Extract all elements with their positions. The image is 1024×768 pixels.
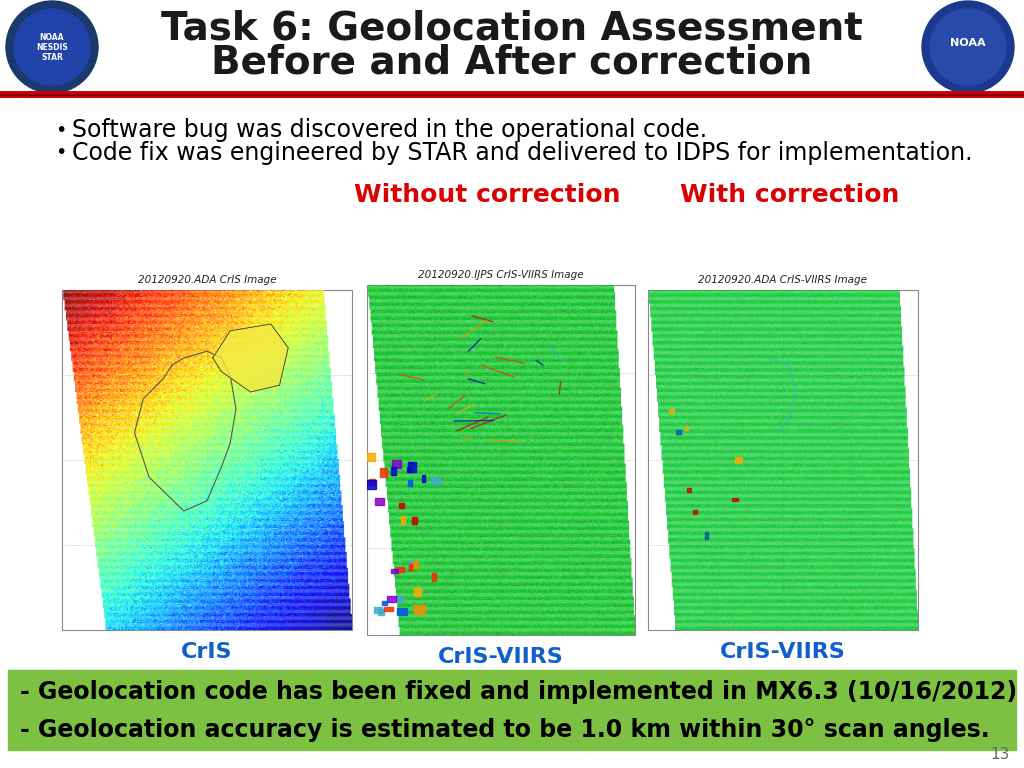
Bar bbox=[648, 290, 918, 630]
Bar bbox=[693, 509, 697, 514]
Bar bbox=[412, 517, 417, 525]
Text: 13: 13 bbox=[990, 747, 1010, 762]
Circle shape bbox=[14, 9, 90, 85]
Text: NOAA: NOAA bbox=[950, 38, 986, 48]
Polygon shape bbox=[213, 324, 288, 392]
Bar bbox=[0, 0, 1024, 95]
Bar bbox=[399, 503, 404, 508]
Bar bbox=[367, 285, 635, 635]
Bar bbox=[732, 498, 738, 502]
Text: Software bug was discovered in the operational code.: Software bug was discovered in the opera… bbox=[72, 118, 708, 142]
Bar bbox=[380, 468, 386, 477]
Bar bbox=[408, 468, 411, 472]
Bar bbox=[415, 605, 425, 614]
Bar bbox=[408, 480, 412, 486]
Bar bbox=[409, 560, 412, 565]
Text: 20120920.IJPS CrIS-VIIRS Image: 20120920.IJPS CrIS-VIIRS Image bbox=[418, 270, 584, 280]
Circle shape bbox=[6, 1, 98, 93]
Bar bbox=[384, 607, 392, 611]
Text: With correction: With correction bbox=[680, 183, 900, 207]
Text: NESDIS: NESDIS bbox=[36, 44, 68, 52]
Circle shape bbox=[922, 1, 1014, 93]
Bar bbox=[62, 290, 352, 630]
Text: STAR: STAR bbox=[41, 54, 62, 62]
Text: - Geolocation accuracy is estimated to be 1.0 km within 30° scan angles.: - Geolocation accuracy is estimated to b… bbox=[20, 718, 989, 742]
Text: •: • bbox=[55, 121, 67, 140]
Text: Before and After correction: Before and After correction bbox=[211, 44, 813, 82]
Bar bbox=[369, 478, 376, 485]
Text: Code fix was engineered by STAR and delivered to IDPS for implementation.: Code fix was engineered by STAR and deli… bbox=[72, 141, 973, 165]
Bar bbox=[368, 481, 376, 489]
Text: NOAA: NOAA bbox=[40, 34, 65, 42]
Bar bbox=[367, 453, 375, 462]
Bar bbox=[378, 609, 384, 615]
Bar bbox=[62, 290, 352, 630]
Bar bbox=[375, 498, 384, 505]
Bar bbox=[397, 608, 408, 615]
Bar bbox=[705, 532, 709, 539]
Text: CrIS-VIIRS: CrIS-VIIRS bbox=[438, 647, 564, 667]
Text: •: • bbox=[55, 144, 67, 163]
Bar bbox=[431, 477, 440, 485]
Bar bbox=[648, 290, 918, 630]
Bar bbox=[391, 569, 398, 573]
Text: CrIS: CrIS bbox=[181, 642, 232, 662]
Bar bbox=[432, 573, 435, 581]
Bar bbox=[396, 567, 403, 571]
Bar bbox=[735, 456, 741, 462]
Bar bbox=[367, 285, 635, 635]
Text: CrIS-VIIRS: CrIS-VIIRS bbox=[720, 642, 846, 662]
Bar bbox=[391, 467, 395, 475]
Bar bbox=[408, 462, 416, 472]
Bar bbox=[392, 460, 400, 468]
Bar bbox=[412, 561, 418, 568]
Bar bbox=[687, 488, 691, 492]
Bar bbox=[387, 595, 395, 602]
Text: 20120920.ADA CrIS Image: 20120920.ADA CrIS Image bbox=[137, 275, 276, 285]
Bar bbox=[676, 430, 681, 434]
Bar bbox=[401, 516, 404, 525]
Circle shape bbox=[930, 9, 1006, 85]
Text: - Geolocation code has been fixed and implemented in MX6.3 (10/16/2012): - Geolocation code has been fixed and im… bbox=[20, 680, 1017, 704]
Bar bbox=[397, 596, 403, 602]
Bar bbox=[409, 564, 413, 571]
Text: Task 6: Geolocation Assessment: Task 6: Geolocation Assessment bbox=[161, 9, 863, 47]
Bar bbox=[382, 601, 387, 605]
Bar bbox=[422, 475, 425, 482]
Bar bbox=[685, 426, 687, 430]
Bar bbox=[374, 607, 382, 613]
Bar bbox=[669, 409, 675, 413]
Text: 20120920.ADA CrIS-VIIRS Image: 20120920.ADA CrIS-VIIRS Image bbox=[698, 275, 867, 285]
Text: Without correction: Without correction bbox=[353, 183, 621, 207]
Bar bbox=[414, 588, 421, 595]
Bar bbox=[8, 670, 1016, 750]
